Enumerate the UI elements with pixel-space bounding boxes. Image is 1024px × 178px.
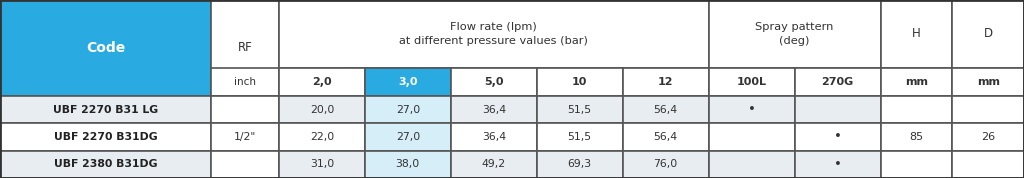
Text: •: • <box>748 103 756 116</box>
Bar <box>537 96 623 123</box>
Text: 270G: 270G <box>821 77 854 87</box>
Bar <box>279 96 365 123</box>
Bar <box>0 0 211 96</box>
Text: 31,0: 31,0 <box>310 159 334 169</box>
Bar <box>795 68 881 96</box>
Bar <box>0 123 211 151</box>
Bar <box>211 0 279 96</box>
Text: 22,0: 22,0 <box>310 132 334 142</box>
Bar <box>279 68 365 96</box>
Bar <box>451 123 537 151</box>
Bar <box>952 123 1024 151</box>
Text: 27,0: 27,0 <box>395 105 420 115</box>
Bar <box>952 68 1024 96</box>
Text: 20,0: 20,0 <box>309 105 334 115</box>
Text: 12: 12 <box>658 77 674 87</box>
Text: Code: Code <box>86 41 125 55</box>
Text: 56,4: 56,4 <box>653 105 678 115</box>
Bar <box>365 96 451 123</box>
Bar <box>881 151 952 178</box>
Bar <box>623 68 709 96</box>
Text: 56,4: 56,4 <box>653 132 678 142</box>
Text: UBF 2380 B31DG: UBF 2380 B31DG <box>54 159 158 169</box>
Text: 5,0: 5,0 <box>484 77 504 87</box>
Bar <box>451 68 537 96</box>
Bar <box>709 96 795 123</box>
Bar <box>279 0 709 68</box>
Text: •: • <box>834 130 842 143</box>
Text: 3,0: 3,0 <box>398 77 418 87</box>
Text: 27,0: 27,0 <box>395 132 420 142</box>
Text: mm: mm <box>905 77 928 87</box>
Bar <box>623 151 709 178</box>
Text: •: • <box>834 158 842 171</box>
Bar <box>537 151 623 178</box>
Bar <box>709 123 795 151</box>
Bar <box>279 123 365 151</box>
Text: Spray pattern
(deg): Spray pattern (deg) <box>756 22 834 46</box>
Bar <box>365 151 451 178</box>
Text: 38,0: 38,0 <box>395 159 420 169</box>
Bar <box>211 68 279 96</box>
Bar <box>623 96 709 123</box>
Bar <box>451 96 537 123</box>
Bar <box>881 96 952 123</box>
Bar <box>623 123 709 151</box>
Text: 51,5: 51,5 <box>567 132 592 142</box>
Bar <box>0 151 211 178</box>
Text: 69,3: 69,3 <box>567 159 592 169</box>
Text: H: H <box>912 27 921 40</box>
Bar <box>952 96 1024 123</box>
Text: UBF 2270 B31DG: UBF 2270 B31DG <box>54 132 158 142</box>
Bar <box>211 123 279 151</box>
Bar <box>537 123 623 151</box>
Text: 1/2": 1/2" <box>233 132 256 142</box>
Text: 36,4: 36,4 <box>481 132 506 142</box>
Bar <box>365 68 451 96</box>
Bar <box>211 151 279 178</box>
Text: RF: RF <box>238 41 253 54</box>
Text: D: D <box>984 27 992 40</box>
Bar <box>211 96 279 123</box>
Bar <box>365 123 451 151</box>
Bar <box>451 151 537 178</box>
Text: 36,4: 36,4 <box>481 105 506 115</box>
Text: Flow rate (lpm)
at different pressure values (bar): Flow rate (lpm) at different pressure va… <box>399 22 588 46</box>
Text: 100L: 100L <box>736 77 767 87</box>
Text: mm: mm <box>977 77 999 87</box>
Bar <box>881 123 952 151</box>
Bar <box>709 151 795 178</box>
Text: 2,0: 2,0 <box>312 77 332 87</box>
Bar <box>795 123 881 151</box>
Bar <box>795 151 881 178</box>
Bar <box>709 68 795 96</box>
Bar <box>279 151 365 178</box>
Bar <box>795 96 881 123</box>
Bar <box>881 0 952 68</box>
Bar <box>881 68 952 96</box>
Bar <box>709 0 881 68</box>
Text: 51,5: 51,5 <box>567 105 592 115</box>
Bar <box>0 96 211 123</box>
Text: UBF 2270 B31 LG: UBF 2270 B31 LG <box>53 105 158 115</box>
Text: 26: 26 <box>981 132 995 142</box>
Bar <box>952 0 1024 68</box>
Text: 85: 85 <box>909 132 924 142</box>
Bar <box>537 68 623 96</box>
Bar <box>952 151 1024 178</box>
Text: 10: 10 <box>572 77 588 87</box>
Text: inch: inch <box>234 77 256 87</box>
Text: 76,0: 76,0 <box>653 159 678 169</box>
Text: 49,2: 49,2 <box>481 159 506 169</box>
